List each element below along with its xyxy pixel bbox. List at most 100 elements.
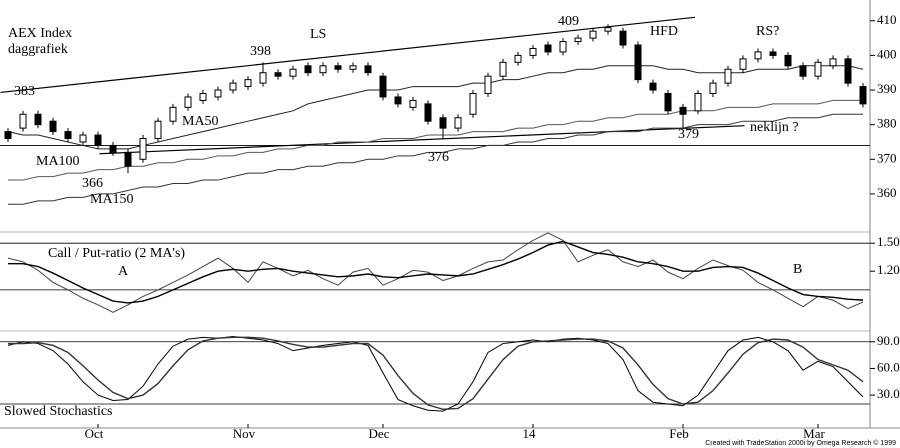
candle-body (739, 58, 747, 70)
x-tick-label: Mar (803, 426, 825, 441)
candle-body (634, 44, 642, 81)
candle-body (109, 144, 117, 153)
candle-body (409, 99, 417, 108)
annotation: B (793, 262, 802, 277)
series-label: MA50 (182, 114, 219, 129)
candle-body (619, 30, 627, 46)
x-tick-label: Dec (369, 426, 390, 441)
y-tick-label: 410 (877, 12, 897, 27)
candle-body (799, 65, 807, 77)
candle-body (364, 65, 372, 74)
candle-body (124, 151, 132, 167)
annotation: 398 (250, 44, 271, 59)
series-line (7, 65, 864, 150)
series-line (7, 335, 864, 412)
candle-body (394, 96, 402, 105)
series-line (7, 232, 864, 313)
footer: Created with TradeStation 2000i by Omega… (705, 439, 896, 447)
candle-body (604, 27, 612, 32)
x-tick-label: 14 (523, 426, 537, 441)
candle-body (199, 92, 207, 101)
annotation: 379 (678, 127, 699, 142)
y-tick-label: 380 (877, 116, 897, 131)
x-tick-label: Oct (85, 426, 104, 441)
series-line (8, 240, 864, 304)
annotation: RS? (756, 24, 779, 39)
candle-body (724, 68, 732, 84)
candle-body (574, 37, 582, 43)
candle-body (829, 58, 837, 67)
series-line (8, 336, 864, 411)
y-tick-label: 360 (877, 185, 897, 200)
candle-body (529, 47, 537, 56)
candle-body (484, 75, 492, 94)
candle-body (544, 44, 552, 53)
y-tick-label: 370 (877, 150, 897, 165)
candle-body (469, 92, 477, 115)
y-tick-label: 400 (877, 46, 897, 61)
annotation: 383 (14, 84, 35, 99)
annotation: 409 (558, 14, 579, 29)
candle-body (259, 72, 267, 84)
candle-body (784, 54, 792, 67)
y-tick-label: 60.0 (877, 359, 900, 374)
series-label: MA100 (36, 154, 80, 169)
candle-body (499, 61, 507, 77)
candle-body (4, 131, 12, 140)
trend-line (0, 16, 696, 94)
candle-body (34, 113, 42, 126)
chart-title: AEX Index (8, 26, 72, 41)
candle-body (679, 106, 687, 115)
candle-body (589, 30, 597, 39)
candle-body (154, 120, 162, 140)
candle-body (19, 113, 27, 129)
candle-body (79, 134, 87, 143)
annotation: LS (310, 27, 326, 42)
candle-body (559, 41, 567, 53)
candle-body (139, 138, 147, 160)
label-box (0, 403, 112, 420)
candle-body (649, 82, 657, 91)
candle-body (334, 65, 342, 70)
candle-body (844, 58, 852, 84)
annotation: neklijn ? (750, 120, 799, 135)
candle-body (304, 65, 312, 74)
x-tick-label: Feb (669, 426, 689, 441)
candle-body (859, 86, 867, 105)
candle-body (769, 51, 777, 56)
candle-body (709, 82, 717, 94)
series-label: MA150 (90, 192, 134, 207)
y-tick-label: 30.0 (877, 386, 900, 401)
x-tick-label: Nov (233, 426, 256, 441)
annotation: 366 (82, 176, 103, 191)
candle-body (514, 54, 522, 63)
candle-body (754, 51, 762, 60)
y-tick-label: 390 (877, 81, 897, 96)
candle-body (49, 120, 57, 133)
y-tick-label: 90.0 (877, 333, 900, 348)
candle-body (319, 65, 327, 74)
candle-body (229, 82, 237, 91)
candle-body (454, 117, 462, 129)
candle-body (379, 75, 387, 98)
panel-title: Call / Put-ratio (2 MA's) (48, 246, 185, 261)
candle-body (439, 117, 447, 129)
candle-body (169, 106, 177, 122)
chart-subtitle: daggrafiek (8, 42, 68, 57)
candle-body (214, 89, 222, 98)
candle-body (814, 61, 822, 77)
y-tick-label: 1.50 (877, 234, 900, 249)
candle-body (424, 103, 432, 122)
candle-body (244, 79, 252, 88)
trend-line (99, 125, 745, 155)
panel-title: Slowed Stochastics (4, 404, 113, 419)
annotation: HFD (650, 24, 678, 39)
series-line (8, 99, 863, 181)
annotation: A (118, 264, 129, 279)
candle-body (274, 72, 282, 77)
candle-body (64, 131, 72, 140)
candle-body (94, 134, 102, 146)
